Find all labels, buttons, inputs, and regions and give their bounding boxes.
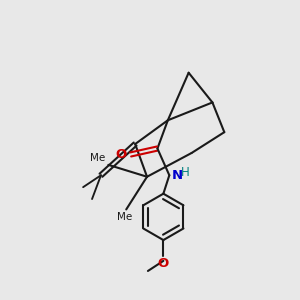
Text: N: N [172, 169, 183, 182]
Text: H: H [181, 167, 189, 179]
Text: O: O [158, 257, 169, 270]
Text: O: O [116, 148, 127, 161]
Text: Me: Me [117, 212, 132, 222]
Text: Me: Me [90, 153, 105, 164]
